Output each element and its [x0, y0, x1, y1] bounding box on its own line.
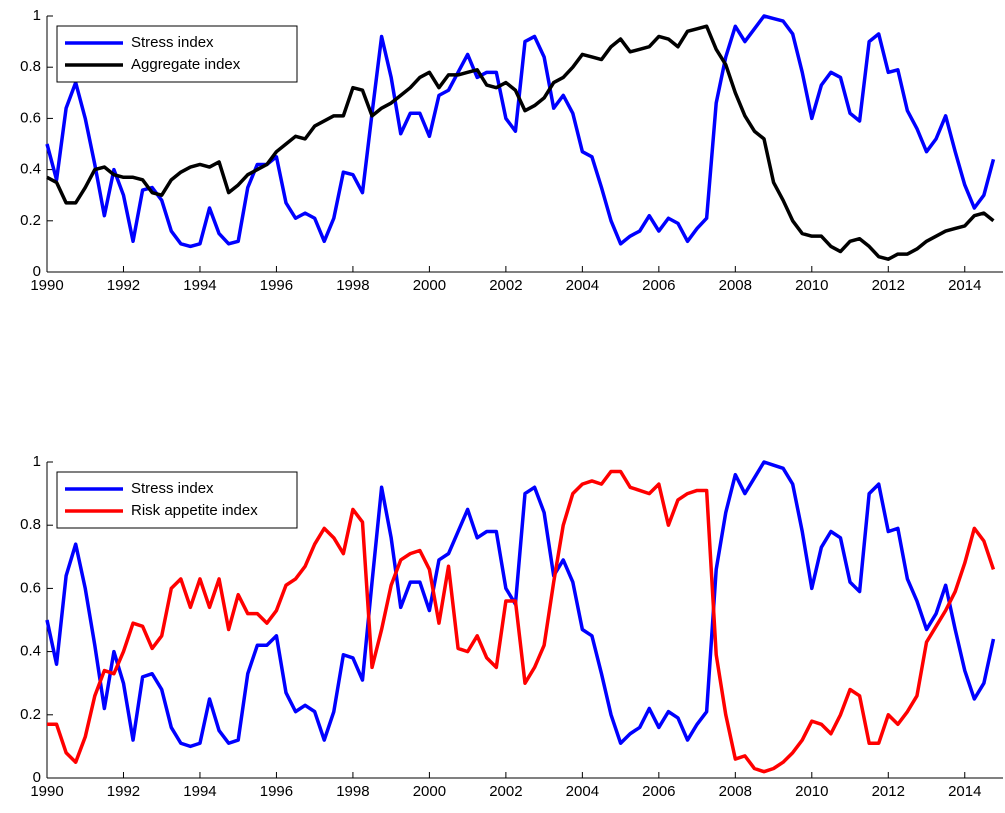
x-tick-label: 2000 [413, 277, 446, 294]
x-tick-label: 1994 [183, 277, 216, 294]
series-line [47, 469, 996, 774]
x-tick-label: 1996 [260, 783, 293, 800]
series-line [46, 24, 995, 261]
x-tick-label: 2012 [872, 277, 905, 294]
x-tick-label: 1992 [107, 783, 140, 800]
x-tick-label: 2006 [642, 783, 675, 800]
legend-box [56, 25, 298, 83]
x-tick-label: 1998 [336, 783, 369, 800]
x-tick-label: 2008 [719, 277, 752, 294]
series-line [45, 460, 996, 749]
x-tick-label: 2010 [795, 783, 828, 800]
y-tick-label: 0.8 [20, 58, 41, 75]
x-tick-label: 1994 [183, 783, 216, 800]
x-tick-label: 2006 [642, 277, 675, 294]
x-tick-label: 1992 [107, 277, 140, 294]
x-tick-label: 1990 [30, 783, 63, 800]
legend-label: Aggregate index [131, 56, 241, 73]
x-tick-label: 2004 [566, 783, 599, 800]
y-tick-label: 0.6 [20, 109, 41, 126]
y-tick-label: 1 [33, 7, 41, 24]
legend-label: Stress index [131, 34, 214, 51]
legend-label: Stress index [131, 480, 214, 497]
y-tick-label: 1 [33, 453, 41, 470]
x-tick-label: 2004 [566, 277, 599, 294]
x-tick-label: 1998 [336, 277, 369, 294]
y-tick-label: 0.4 [20, 643, 41, 660]
legend: Stress index Risk appetite index [56, 471, 298, 529]
legend-box [56, 471, 298, 529]
legend-label: Risk appetite index [131, 502, 258, 519]
x-tick-label: 1990 [30, 277, 63, 294]
y-tick-label: 0.8 [20, 516, 41, 533]
x-tick-label: 2010 [795, 277, 828, 294]
y-tick-label: 0.6 [20, 579, 41, 596]
x-tick-label: 2008 [719, 783, 752, 800]
x-tick-label: 2014 [948, 277, 981, 294]
y-tick-label: 0.2 [20, 212, 41, 229]
x-tick-label: 2000 [413, 783, 446, 800]
x-tick-label: 2014 [948, 783, 981, 800]
y-tick-label: 0 [33, 263, 41, 280]
x-tick-label: 2002 [489, 783, 522, 800]
y-tick-label: 0 [33, 769, 41, 786]
series-line [45, 14, 996, 249]
y-tick-label: 0.4 [20, 161, 41, 178]
x-tick-label: 2012 [872, 783, 905, 800]
x-tick-label: 2002 [489, 277, 522, 294]
legend: Stress index Aggregate index [56, 25, 298, 83]
y-tick-label: 0.2 [20, 706, 41, 723]
x-tick-label: 1996 [260, 277, 293, 294]
